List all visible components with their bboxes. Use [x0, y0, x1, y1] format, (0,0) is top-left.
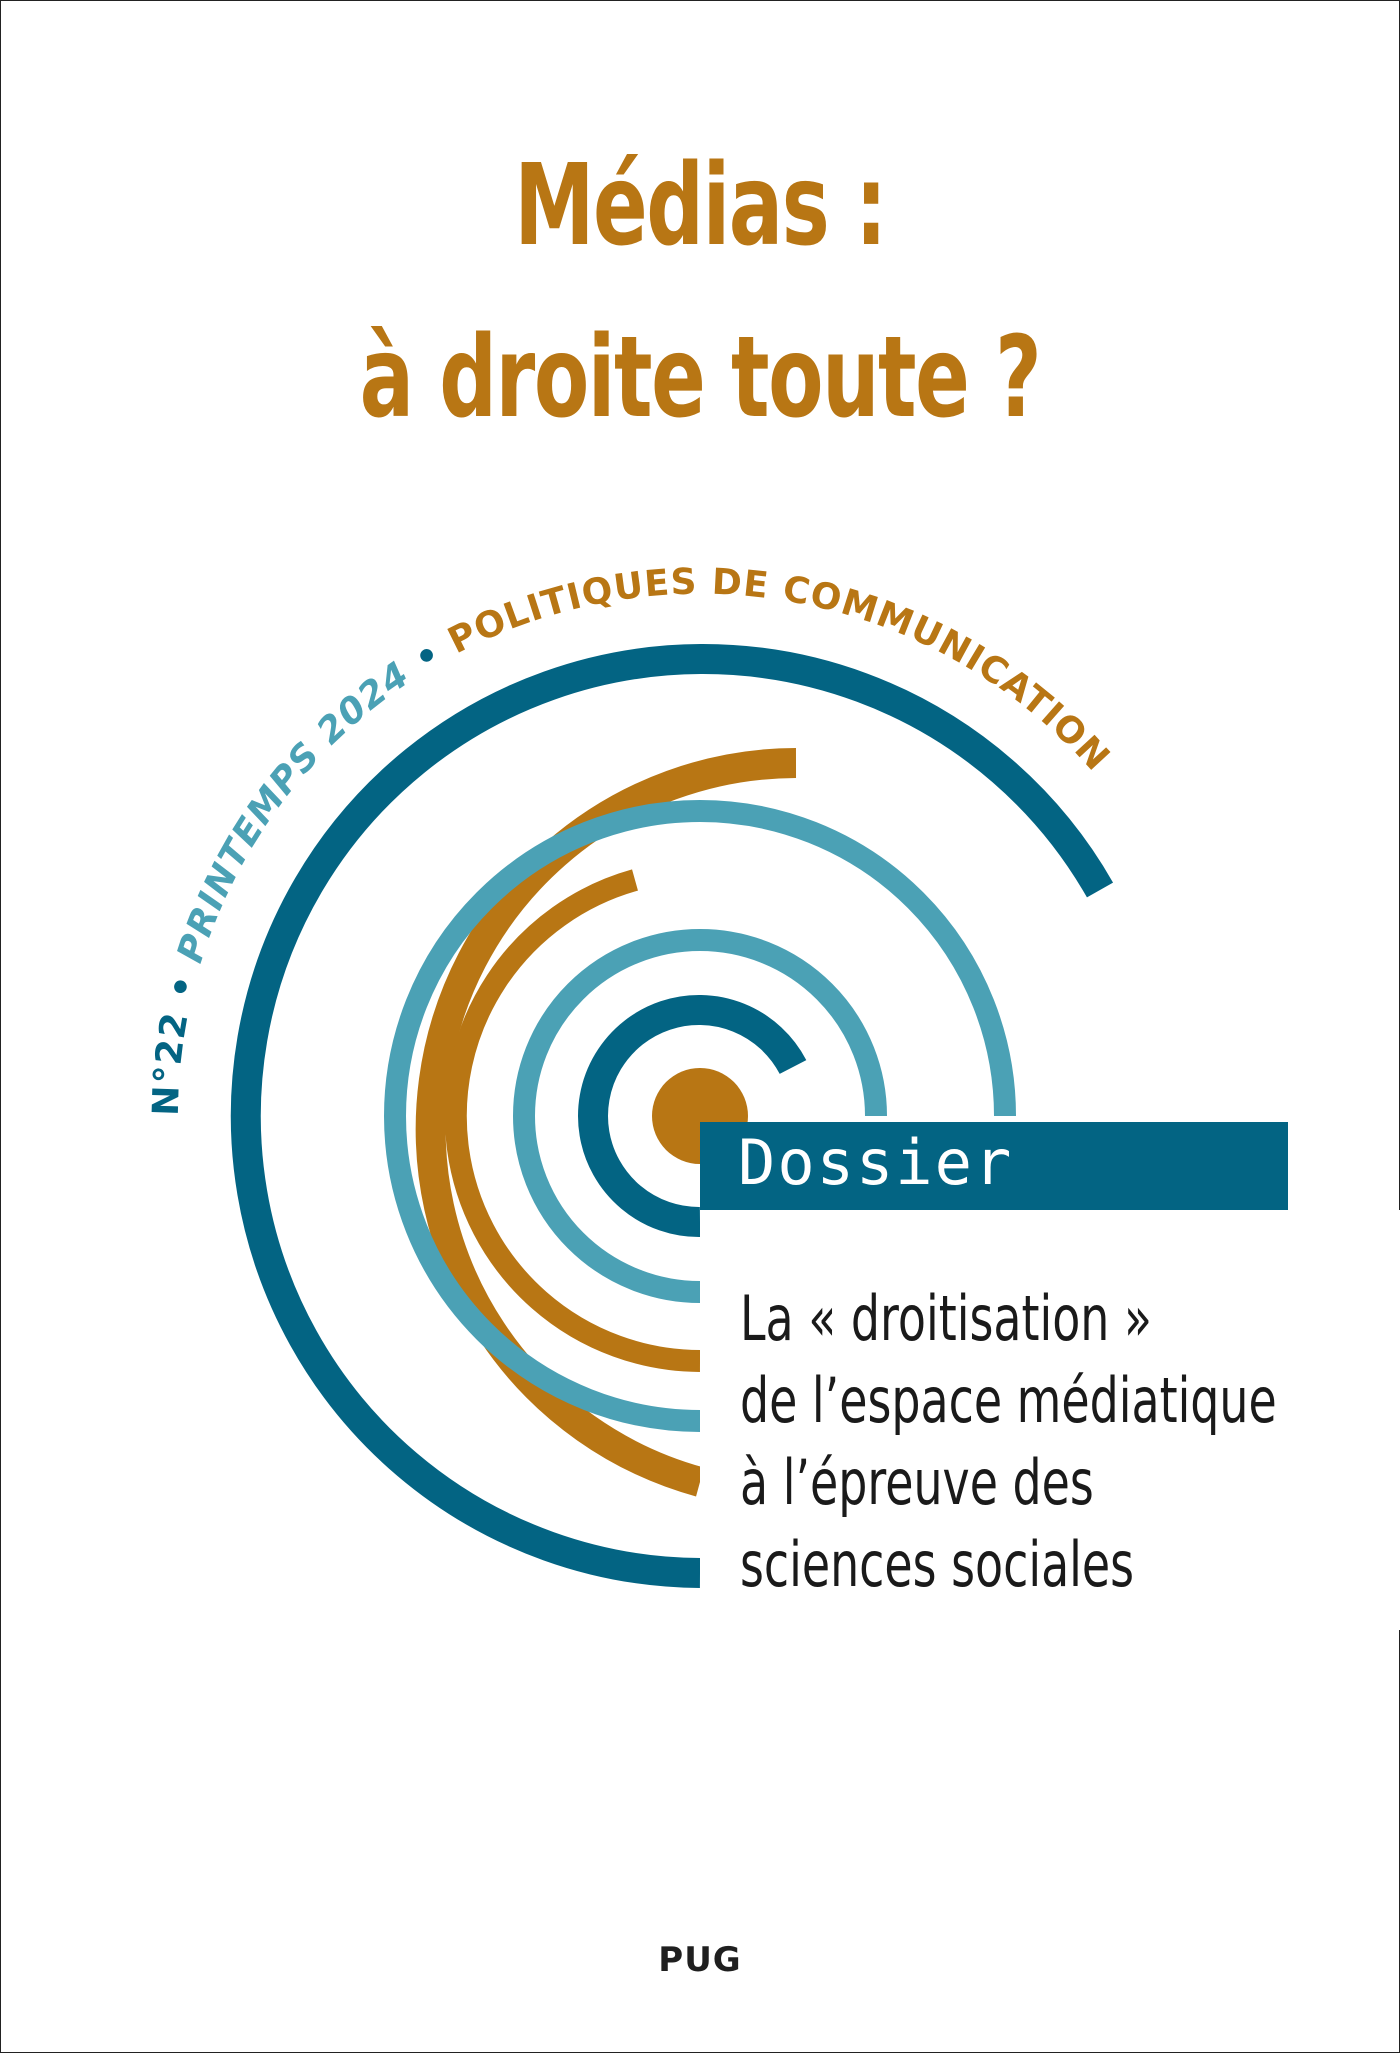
- arc-light-teal-inner: [513, 929, 887, 1303]
- cover-title-line-1: Médias :: [514, 141, 887, 271]
- arc-outer-dark-teal: [230, 644, 1114, 1588]
- dossier-title-line: sciences sociales: [740, 1528, 1135, 1601]
- publisher-logo: PUG: [658, 1940, 742, 1980]
- dossier-title-line: à l’épreuve des: [740, 1446, 1094, 1519]
- dossier-title-line: de l’espace médiatique: [740, 1364, 1277, 1437]
- dossier-title: La « droitisation » de l’espace médiatiq…: [740, 1278, 1277, 1606]
- issue-number: N°22: [146, 995, 200, 1117]
- cover-title-line-2: à droite toute ?: [359, 313, 1042, 443]
- arc-ochre-outer: [415, 748, 797, 1497]
- arc-light-teal-outer: [384, 800, 1016, 1432]
- dossier-title-line: La « droitisation »: [740, 1282, 1153, 1355]
- arc-ochre-inner: [444, 869, 701, 1372]
- arc-dark-teal-inner: [578, 995, 807, 1238]
- dossier-banner: Dossier: [700, 1122, 1288, 1210]
- section-label: Dossier: [738, 1126, 1014, 1199]
